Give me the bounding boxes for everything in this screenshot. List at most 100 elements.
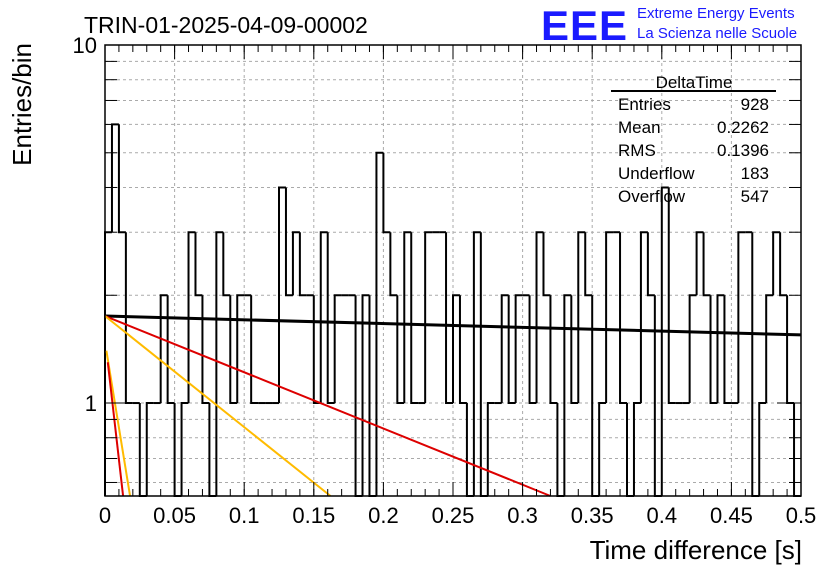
histogram-bin xyxy=(354,295,363,497)
histogram-bin xyxy=(646,232,655,297)
fit-line xyxy=(106,362,125,497)
x-axis-label: Time difference [s] xyxy=(590,535,802,565)
x-tick-label: 0.5 xyxy=(786,503,817,528)
histogram-bin xyxy=(598,402,607,496)
logo-line-1: Extreme Energy Events xyxy=(637,5,795,22)
histogram-bars xyxy=(104,123,801,497)
histogram-bin xyxy=(382,152,391,234)
y-tick-label: 1 xyxy=(85,391,97,416)
histogram-bin xyxy=(194,232,203,297)
histogram-bin xyxy=(737,231,746,404)
histogram-bin xyxy=(166,295,175,405)
histogram-bin xyxy=(458,295,467,405)
x-tick-label: 0.25 xyxy=(432,503,475,528)
x-tick-label: 0.05 xyxy=(153,503,196,528)
histogram-bin xyxy=(278,186,286,404)
histogram-bin xyxy=(549,295,558,405)
axis-ticks: 0 0.05 0.1 0.15 0.2 0.25 0.3 0.35 0.4 0.45 0.5 1 10 xyxy=(73,33,817,528)
histogram-bin xyxy=(410,232,419,405)
histogram-bin xyxy=(716,294,725,404)
histogram-bin xyxy=(632,402,641,496)
histogram-bin xyxy=(702,232,711,297)
histogram-bin xyxy=(215,231,224,496)
logo-line-2: La Scienza nelle Scuole xyxy=(637,25,797,42)
histogram-bin xyxy=(291,231,300,296)
histogram-bin xyxy=(619,232,627,405)
x-tick-label: 0.1 xyxy=(229,503,260,528)
histogram-bin xyxy=(486,402,495,496)
x-tick-label: 0.2 xyxy=(368,503,399,528)
x-tick-label: 0 xyxy=(99,503,111,528)
histogram-bin xyxy=(709,295,718,405)
histogram-bin xyxy=(660,186,669,496)
histogram-bin xyxy=(319,231,328,404)
x-tick-label: 0.35 xyxy=(571,503,614,528)
histogram-bin xyxy=(563,294,572,496)
histogram-bin xyxy=(514,294,523,404)
histogram-bin xyxy=(577,231,586,404)
histogram-bin xyxy=(500,294,509,404)
histogram-bin xyxy=(723,295,732,405)
stats-value: 183 xyxy=(741,164,769,183)
histogram-bin xyxy=(688,294,697,404)
histogram-bin xyxy=(667,187,676,405)
histogram-bin xyxy=(452,294,460,404)
stats-value: 0.2262 xyxy=(717,118,769,137)
histogram-bin xyxy=(507,295,516,405)
histogram-bin xyxy=(591,295,600,497)
histogram-bin xyxy=(605,231,614,404)
histogram-bin xyxy=(653,295,662,497)
fit-lines xyxy=(104,314,802,497)
histogram-bin xyxy=(570,295,579,405)
logo-mark: EEE xyxy=(541,2,628,49)
histogram-bin xyxy=(298,232,307,297)
histogram-bin xyxy=(396,295,405,405)
histogram-bin xyxy=(695,231,704,296)
x-tick-label: 0.15 xyxy=(292,503,335,528)
stats-label: Mean xyxy=(618,118,661,137)
histogram-bin xyxy=(284,187,293,297)
histogram-bin xyxy=(479,232,488,497)
histogram-bin xyxy=(236,294,245,404)
histogram-bin xyxy=(201,295,210,405)
histogram-bin xyxy=(187,231,196,404)
stats-label: RMS xyxy=(618,141,656,160)
histogram-bin xyxy=(159,294,168,404)
histogram-bin xyxy=(535,231,544,404)
histogram-bin xyxy=(751,232,760,497)
histogram-bin xyxy=(368,295,377,497)
histogram-bin xyxy=(772,231,781,296)
x-tick-label: 0.4 xyxy=(647,503,678,528)
histogram-bin xyxy=(250,295,259,405)
histogram-bin xyxy=(445,232,453,405)
stats-value: 547 xyxy=(741,187,769,206)
histogram-bin xyxy=(765,294,774,404)
histogram-bin xyxy=(758,402,767,496)
y-axis-label: Entries/bin xyxy=(7,43,37,166)
histogram-bin xyxy=(145,402,154,496)
histogram-bin xyxy=(424,231,433,404)
histogram-bin xyxy=(326,232,335,405)
chart-title: TRIN-01-2025-04-09-00002 xyxy=(84,12,368,38)
histogram-bin xyxy=(786,295,795,405)
histogram-bin xyxy=(110,123,119,233)
x-tick-label: 0.45 xyxy=(710,503,753,528)
histogram-bin xyxy=(528,295,537,405)
histogram-bin xyxy=(229,295,238,405)
histogram-bin xyxy=(180,402,189,496)
histogram-bin xyxy=(375,151,384,496)
y-tick-label: 10 xyxy=(73,33,97,58)
histogram-bin xyxy=(584,232,593,297)
histogram-bin xyxy=(542,232,551,297)
x-tick-label: 0.3 xyxy=(507,503,538,528)
histogram-bin xyxy=(333,294,342,404)
histogram-bin xyxy=(472,231,481,496)
stats-value: 928 xyxy=(741,95,769,114)
fit-line xyxy=(104,315,551,497)
histogram-bin xyxy=(403,231,412,404)
histogram-bin xyxy=(361,294,370,496)
histogram-bin xyxy=(389,232,398,297)
fit-line xyxy=(104,315,332,497)
stats-value: 0.1396 xyxy=(717,141,769,160)
